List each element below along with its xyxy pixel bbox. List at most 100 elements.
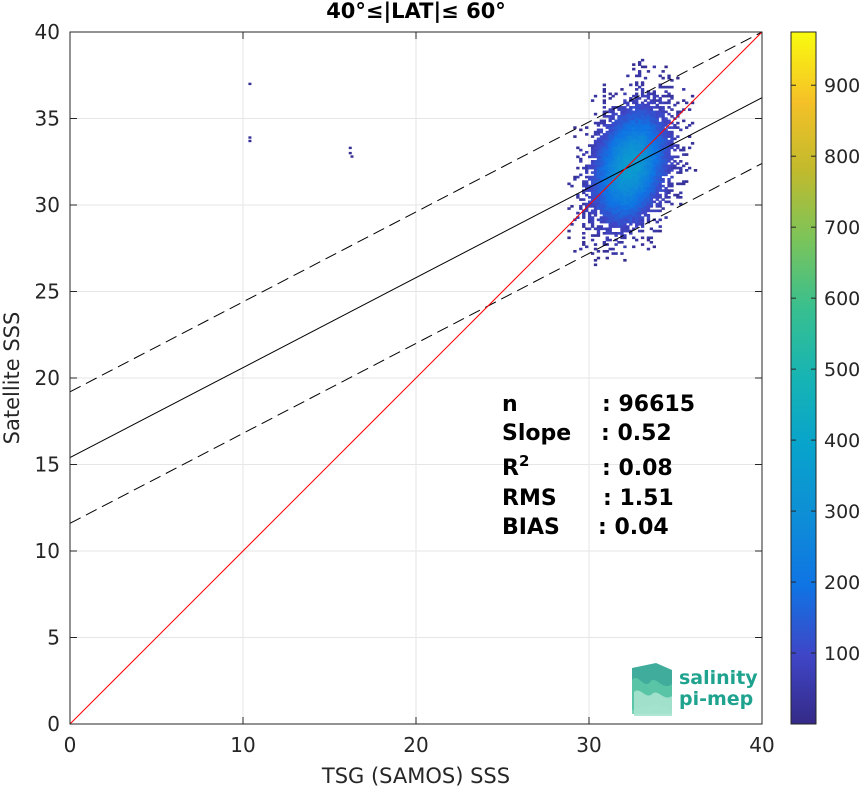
density-cell — [643, 191, 648, 195]
density-cell — [605, 169, 609, 172]
density-cell — [585, 245, 589, 249]
density-cell — [617, 216, 621, 219]
density-cell — [655, 103, 659, 107]
density-cell — [611, 164, 615, 168]
density-cell — [670, 146, 674, 150]
density-cell — [593, 213, 598, 217]
density-cell — [629, 108, 633, 111]
density-cell — [587, 211, 592, 215]
density-cell — [614, 225, 618, 228]
density-cell — [646, 182, 651, 186]
density-cell — [620, 189, 624, 192]
density-cell — [596, 162, 601, 165]
density-cell — [646, 173, 651, 177]
density-cell — [658, 209, 662, 213]
density-cell — [646, 175, 651, 179]
density-cell — [664, 133, 668, 136]
density-cell — [661, 173, 665, 177]
density-cell — [632, 135, 636, 138]
density-cell — [670, 182, 674, 186]
density-cell — [620, 106, 624, 109]
density-cell — [611, 213, 615, 217]
density-cell — [593, 209, 598, 213]
density-cell — [596, 191, 601, 195]
density-cell — [608, 222, 612, 226]
density-cell — [582, 198, 586, 201]
density-cell — [620, 146, 624, 150]
density-cell — [590, 222, 595, 226]
density-cell — [596, 173, 601, 177]
density-cell — [620, 148, 624, 152]
density-cell — [599, 196, 604, 199]
density-cell — [608, 169, 612, 172]
density-cell — [635, 142, 639, 145]
density-cell — [646, 202, 651, 206]
stat-value-4: : 0.04 — [598, 515, 669, 540]
density-cell — [655, 148, 659, 152]
density-cell — [585, 227, 589, 231]
density-cell — [640, 218, 645, 222]
density-cell — [602, 88, 607, 91]
density-cell — [632, 117, 636, 120]
density-cell — [646, 101, 651, 105]
density-cell — [640, 178, 645, 181]
density-cell — [617, 126, 621, 129]
density-cell — [614, 162, 618, 165]
density-cell — [614, 182, 618, 186]
density-cell — [617, 169, 621, 172]
density-cell — [643, 209, 648, 213]
density-cell — [629, 128, 633, 132]
density-cell — [620, 184, 624, 188]
density-cell — [617, 121, 621, 125]
density-cell — [664, 191, 668, 195]
density-cell — [661, 128, 665, 132]
density-cell — [629, 142, 633, 145]
density-cell — [590, 196, 595, 199]
density-cell — [593, 178, 598, 181]
density-cell — [632, 126, 636, 129]
density-cell — [602, 213, 607, 217]
density-cell — [635, 81, 639, 84]
density-cell — [617, 184, 621, 188]
density-cell — [643, 182, 648, 186]
density-cell — [652, 164, 657, 168]
density-cell — [593, 227, 598, 231]
density-cell — [626, 193, 630, 197]
density-cell — [629, 182, 633, 186]
stat-label-4: BIAS — [502, 515, 560, 540]
density-cell — [614, 126, 618, 129]
density-cell — [637, 196, 642, 199]
density-cell — [617, 106, 621, 109]
density-cell — [649, 112, 654, 116]
density-cell — [602, 249, 607, 253]
density-cell — [635, 137, 639, 141]
upper-bound-line — [70, 32, 762, 393]
density-cell — [587, 175, 592, 179]
density-cell — [637, 207, 642, 210]
density-cell — [602, 148, 607, 152]
density-cell — [670, 144, 674, 147]
density-cell — [585, 202, 589, 206]
density-cell — [596, 130, 601, 134]
density-cell — [679, 191, 683, 195]
density-cell — [687, 135, 692, 138]
density-cell — [643, 106, 648, 109]
density-cell — [605, 146, 609, 150]
density-cell — [640, 202, 645, 206]
density-cell — [670, 126, 674, 129]
density-cell — [652, 117, 657, 120]
density-cell — [646, 184, 651, 188]
density-cell — [605, 187, 609, 190]
density-cell — [620, 110, 624, 114]
density-cell — [632, 151, 636, 154]
density-cell — [611, 193, 615, 197]
density-cell — [649, 157, 654, 161]
density-cell — [661, 108, 665, 111]
density-cell — [620, 175, 624, 179]
density-cell — [608, 164, 612, 168]
density-cell — [626, 227, 630, 231]
density-cell — [599, 142, 604, 145]
density-cell — [614, 142, 618, 145]
density-cell — [635, 160, 639, 163]
